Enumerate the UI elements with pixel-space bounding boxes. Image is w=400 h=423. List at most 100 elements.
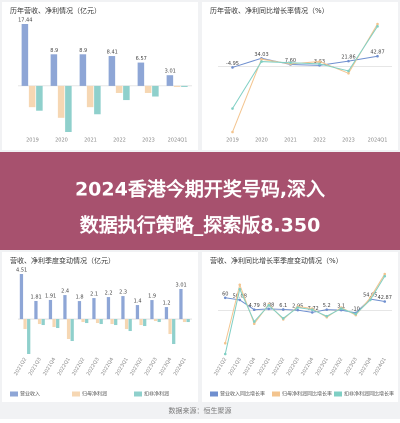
bar [150, 300, 154, 320]
value-label: 21.86 [341, 55, 355, 61]
bar [23, 319, 27, 330]
bar [166, 75, 174, 86]
point [231, 66, 234, 69]
point [376, 25, 379, 28]
value-label: 1.8 [76, 295, 84, 301]
point [238, 298, 242, 302]
bar [128, 319, 132, 332]
point [252, 322, 256, 326]
point [281, 308, 285, 311]
banner [0, 152, 400, 250]
x-tick-label: 2019 [26, 138, 39, 144]
point [325, 308, 329, 311]
chart-title: 历年营收、净利情况（亿元） [10, 6, 101, 15]
bar [85, 319, 89, 324]
bar [124, 319, 129, 330]
point [223, 296, 227, 300]
x-tick-label: 2023 [342, 138, 355, 144]
chart-title: 营收、净利同比增长率季度变动情况（%） [210, 256, 343, 265]
legend-label: 归母净利润 [82, 391, 107, 398]
value-label: 1.81 [31, 294, 42, 300]
bar [50, 54, 58, 86]
value-label: 50.08 [233, 293, 247, 299]
value-label: 1.91 [45, 293, 56, 299]
legend-swatch [134, 391, 142, 397]
point [231, 107, 234, 110]
point [281, 317, 285, 320]
chart-title: 历年营收、净利同比增长率情况（%） [210, 6, 329, 15]
panel [2, 252, 198, 402]
value-label: -4.95 [226, 61, 239, 67]
bar [99, 319, 103, 325]
point [339, 307, 343, 310]
bar [135, 305, 140, 320]
bar [152, 85, 159, 97]
bar [56, 319, 60, 329]
point [296, 306, 300, 309]
bar [79, 54, 87, 86]
value-label: 2.4 [61, 289, 69, 295]
point [325, 314, 329, 318]
bar [123, 85, 130, 101]
point [347, 72, 350, 75]
point [347, 69, 350, 73]
bar [21, 24, 29, 86]
bar [86, 85, 94, 108]
bar [37, 319, 42, 325]
bar [108, 56, 116, 86]
bar [115, 85, 123, 93]
point [310, 308, 314, 311]
bar [168, 319, 172, 335]
bar [66, 319, 71, 340]
bar [77, 301, 82, 320]
bar [172, 319, 176, 345]
bar [52, 319, 56, 328]
value-label: 17.44 [18, 18, 32, 24]
chart-title: 营收、净利季度变动情况（亿元） [10, 256, 115, 265]
point [354, 312, 358, 316]
x-tick-label: 2022 [113, 138, 126, 144]
value-label: 5.2 [323, 303, 331, 309]
bar [19, 274, 24, 320]
point [376, 54, 379, 58]
value-label: 4.79 [249, 303, 260, 309]
value-label: 8.9 [50, 48, 58, 54]
bar [157, 319, 161, 323]
line [224, 275, 386, 355]
point [267, 304, 271, 307]
bar [27, 319, 31, 354]
x-tick-label: 2024Q1 [368, 138, 388, 144]
point [231, 130, 234, 134]
x-tick-label: 2020 [55, 138, 68, 144]
legend-swatch [10, 391, 18, 397]
bar [164, 307, 169, 320]
banner-line: 数据执行策略_探索版8.350 [80, 214, 321, 237]
point [318, 60, 321, 63]
bar [70, 319, 74, 342]
value-label: 2.3 [119, 290, 127, 296]
bar [65, 85, 72, 132]
value-label: 34.03 [254, 52, 268, 58]
point [296, 308, 300, 312]
legend-label: 营业收入 [20, 391, 40, 398]
value-label: 1.4 [134, 299, 142, 305]
point [223, 352, 227, 356]
value-label: 8.41 [107, 50, 118, 56]
point [383, 272, 387, 276]
legend-label: 归母净利润同比增长率 [282, 391, 332, 398]
bar [28, 85, 36, 108]
line [232, 55, 378, 68]
value-label: 3.01 [165, 69, 176, 75]
bar [114, 319, 118, 326]
x-tick-label: 2021 [284, 138, 297, 144]
bar [173, 85, 181, 87]
bar [179, 288, 183, 320]
line [232, 26, 378, 109]
value-label: 1.9 [148, 294, 156, 300]
bar [95, 319, 100, 324]
point [238, 283, 242, 287]
value-label: 3.01 [176, 282, 187, 288]
value-label: 1.2 [163, 301, 171, 307]
point [376, 22, 379, 26]
x-tick-label: 2023 [142, 138, 155, 144]
